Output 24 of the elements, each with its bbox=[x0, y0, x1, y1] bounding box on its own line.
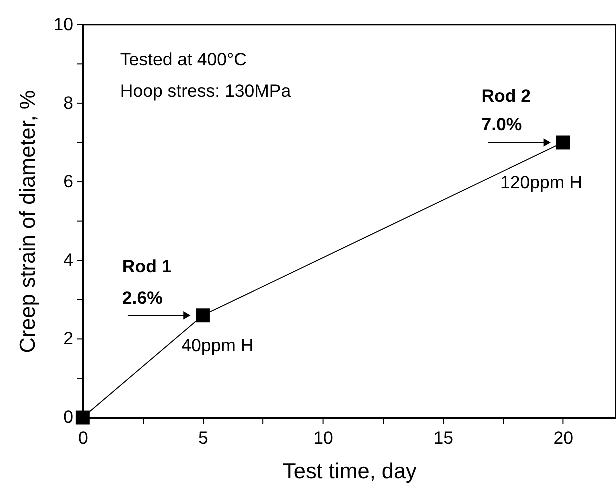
x-tick-label: 0 bbox=[78, 428, 88, 448]
x-tick-label: 10 bbox=[314, 428, 334, 448]
annotation: Rod 1 bbox=[122, 256, 172, 277]
y-tick-label: 6 bbox=[64, 171, 74, 192]
annotation: 2.6% bbox=[122, 288, 164, 308]
annotation: Tested at 400°C bbox=[120, 49, 248, 70]
annotation: Rod 2 bbox=[482, 86, 532, 106]
annotation: 40ppm H bbox=[182, 336, 254, 356]
y-tick-label: 4 bbox=[64, 250, 74, 270]
point bbox=[76, 410, 90, 425]
annotation: 120ppm H bbox=[500, 172, 582, 193]
point bbox=[196, 308, 210, 323]
y-tick-label: 8 bbox=[64, 92, 74, 113]
y-tick-label: 0 bbox=[64, 407, 74, 428]
y-tick-label: 2 bbox=[64, 328, 74, 349]
x-tick-label: 20 bbox=[554, 428, 574, 448]
annotation: 7.0% bbox=[482, 114, 522, 134]
annotation: Hoop stress: 130MPa bbox=[120, 80, 292, 101]
y-axis-title: Creep strain of diameter, % bbox=[15, 90, 40, 354]
point bbox=[556, 136, 570, 150]
x-axis-title: Test time, day bbox=[283, 458, 418, 484]
x-tick-label: 15 bbox=[434, 428, 454, 448]
y-tick-label: 10 bbox=[54, 14, 74, 34]
x-tick-label: 5 bbox=[198, 428, 209, 448]
